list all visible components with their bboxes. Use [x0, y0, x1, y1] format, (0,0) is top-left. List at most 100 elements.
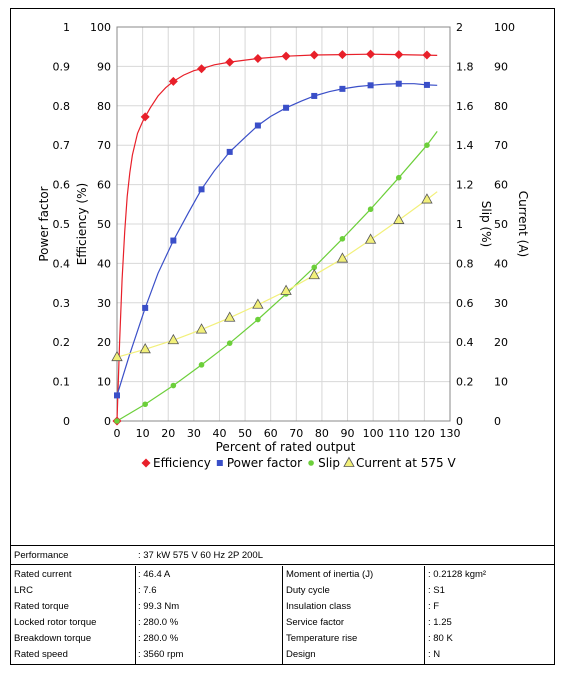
legend-marker-slip	[308, 460, 314, 466]
power-factor-point	[114, 392, 120, 399]
spec-label: Insulation class	[286, 601, 351, 612]
power-factor-tick-label: 0.1	[53, 376, 71, 389]
current-at-575-v-point	[280, 284, 292, 295]
power-factor-tick-label: 1	[63, 21, 70, 34]
column-divider	[424, 566, 425, 665]
power-factor-point	[142, 304, 149, 311]
current-tick-label: 70	[494, 139, 508, 152]
efficiency-tick-label: 40	[97, 257, 111, 270]
efficiency-tick-label: 30	[97, 297, 111, 310]
efficiency-point	[140, 112, 150, 122]
power-factor-point	[198, 186, 205, 193]
efficiency-point	[309, 50, 319, 60]
slip-tick-label: 0	[456, 415, 463, 428]
spec-label: Locked rotor torque	[14, 617, 97, 628]
current-at-575-v-point	[308, 268, 320, 280]
x-tick-label: 80	[315, 427, 329, 440]
spec-label: Breakdown torque	[14, 633, 92, 644]
spec-value: : 7.6	[138, 585, 157, 596]
efficiency-tick-label: 60	[97, 179, 111, 192]
spec-label: Temperature rise	[286, 633, 358, 644]
slip-tick-label: 1	[456, 218, 463, 231]
slip-point	[114, 418, 120, 424]
power-factor-tick-label: 0.9	[53, 60, 71, 73]
efficiency-axis-title: Efficiency (%)	[75, 183, 89, 265]
column-divider	[135, 566, 136, 665]
x-tick-label: 60	[264, 427, 278, 440]
slip-tick-label: 0.4	[456, 336, 474, 349]
chart-curves	[116, 53, 438, 422]
power-factor-axis-title: Power factor	[37, 186, 51, 261]
x-tick-label: 30	[187, 427, 201, 440]
slip-tick-label: 0.8	[456, 257, 474, 270]
efficiency-point	[253, 54, 263, 64]
power-factor-line	[116, 83, 438, 396]
spec-value: : N	[428, 649, 441, 660]
power-factor-tick-label: 0.5	[53, 218, 71, 231]
current-at-575-v-point	[139, 342, 151, 354]
efficiency-point	[281, 51, 291, 61]
spec-value: : 280.0 %	[138, 617, 179, 628]
legend-label-slip: Slip	[318, 456, 340, 470]
efficiency-point	[168, 76, 178, 86]
x-axis-title: Percent of rated output	[216, 440, 356, 454]
legend-marker-power-factor	[216, 460, 223, 466]
spec-value: : S1	[428, 585, 445, 596]
slip-tick-label: 0.2	[456, 376, 474, 389]
spec-value: : 80 K	[428, 633, 453, 644]
slip-point	[311, 264, 318, 271]
current-at-575-v-point	[111, 350, 123, 362]
power-factor-point	[254, 122, 261, 129]
plot-border	[116, 26, 451, 422]
efficiency-tick-label: 80	[97, 100, 111, 113]
current-tick-label: 10	[494, 376, 508, 389]
efficiency-point	[225, 57, 235, 67]
current-tick-label: 80	[494, 100, 508, 113]
x-tick-label: 50	[238, 427, 252, 440]
current-tick-label: 60	[494, 179, 508, 192]
slip-point	[142, 401, 148, 408]
current-at-575-v-point	[421, 193, 433, 204]
slip-tick-label: 1.8	[456, 60, 474, 73]
slip-tick-label: 0.6	[456, 297, 474, 310]
current-axis-title: Current (A)	[516, 191, 530, 257]
power-factor-tick-label: 0.6	[53, 179, 71, 192]
slip-tick-label: 1.4	[456, 139, 474, 152]
slip-point	[395, 174, 402, 181]
efficiency-tick-label: 20	[97, 336, 111, 349]
efficiency-point	[197, 64, 207, 74]
efficiency-point	[394, 50, 404, 60]
spec-label: Duty cycle	[286, 585, 330, 596]
legend-marker-current-at-575-v	[343, 456, 355, 467]
x-tick-label: 70	[289, 427, 303, 440]
slip-tick-label: 1.6	[456, 100, 474, 113]
power-factor-tick-label: 0.7	[53, 139, 71, 152]
legend-marker-efficiency	[141, 458, 151, 468]
x-tick-label: 90	[341, 427, 355, 440]
legend-label-current-at-575-v: Current at 575 V	[356, 456, 456, 470]
efficiency-point	[337, 50, 347, 60]
slip-tick-label: 1.2	[456, 179, 474, 192]
power-factor-point	[283, 104, 290, 111]
slip-axis-title: Slip (%)	[479, 201, 493, 247]
spec-value: : 3560 rpm	[138, 649, 184, 660]
performance-row: Performance : 37 kW 575 V 60 Hz 2P 200L	[10, 545, 555, 565]
efficiency-tick-label: 100	[90, 21, 111, 34]
x-tick-label: 130	[440, 427, 461, 440]
x-tick-label: 40	[212, 427, 226, 440]
current-at-575-v-point	[336, 252, 349, 263]
chart-grid	[117, 27, 450, 421]
chart-legend: Efficiency Power factor Slip Current at 575…	[141, 456, 456, 470]
spec-value: : F	[428, 601, 440, 612]
slip-point	[424, 142, 430, 148]
performance-value: : 37 kW 575 V 60 Hz 2P 200L	[138, 550, 263, 561]
efficiency-line	[116, 53, 438, 422]
x-tick-label: 110	[388, 427, 409, 440]
current-at-575-v-point	[252, 298, 264, 309]
current-at-575-v-point	[167, 333, 180, 345]
current-tick-label: 90	[494, 60, 508, 73]
current-tick-label: 20	[494, 336, 508, 349]
x-tick-label: 100	[363, 427, 384, 440]
slip-point	[255, 316, 261, 323]
